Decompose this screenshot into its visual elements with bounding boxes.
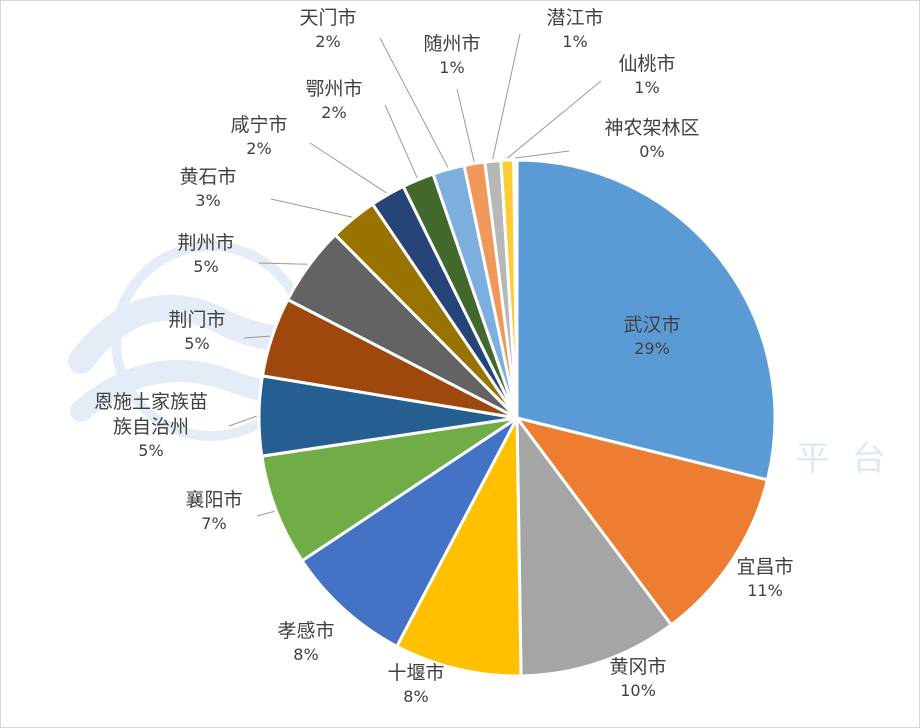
slice-label-13: 天门市 bbox=[299, 7, 356, 29]
slice-label-7-line-2: 族自治州 bbox=[113, 416, 189, 438]
pie-slices bbox=[257, 158, 777, 678]
slice-labels: 武汉市 29% 宜昌市 11% 黄冈市 10% 十堰市 8% 孝感市 8% 襄阳市 7% 恩施土家族苗族… bbox=[94, 7, 794, 706]
leader-line-6 bbox=[256, 510, 275, 517]
slice-percent-9: 5% bbox=[193, 257, 218, 276]
slice-percent-17: 0% bbox=[639, 142, 664, 161]
slice-percent-10: 3% bbox=[195, 191, 220, 210]
leader-line-15 bbox=[492, 33, 521, 160]
slice-label-4: 十堰市 bbox=[387, 662, 444, 684]
leader-line-16 bbox=[506, 80, 602, 159]
leader-line-7 bbox=[228, 415, 258, 427]
slice-percent-6: 7% bbox=[201, 514, 226, 533]
slice-label-15: 潜江市 bbox=[546, 7, 603, 29]
slice-percent-16: 1% bbox=[634, 78, 659, 97]
leader-line-8 bbox=[243, 335, 271, 339]
leader-line-13 bbox=[379, 37, 449, 168]
leader-line-11 bbox=[309, 142, 387, 194]
leader-line-17 bbox=[515, 150, 570, 159]
slice-label-12: 鄂州市 bbox=[305, 78, 362, 100]
slice-label-2: 宜昌市 bbox=[736, 556, 793, 578]
leader-line-14 bbox=[456, 88, 475, 162]
slice-percent-2: 11% bbox=[747, 581, 783, 600]
slice-percent-13: 2% bbox=[315, 32, 340, 51]
slice-label-9: 荆州市 bbox=[177, 232, 234, 254]
slice-label-8: 荆门市 bbox=[168, 309, 225, 331]
slice-percent-12: 2% bbox=[321, 103, 346, 122]
slice-percent-3: 10% bbox=[620, 681, 656, 700]
leader-lines bbox=[228, 33, 602, 517]
slice-percent-8: 5% bbox=[184, 334, 209, 353]
slice-label-10: 黄石市 bbox=[179, 166, 236, 188]
slice-percent-5: 8% bbox=[293, 645, 318, 664]
slice-percent-1: 29% bbox=[634, 339, 670, 358]
pie-slice-2 bbox=[513, 415, 770, 627]
pie-slice-3 bbox=[515, 413, 674, 678]
slice-label-14: 随州市 bbox=[423, 33, 480, 55]
slice-label-7-line-1: 恩施土家族苗 bbox=[94, 391, 208, 413]
slice-percent-15: 1% bbox=[562, 32, 587, 51]
pie-slice-4 bbox=[394, 417, 523, 678]
slice-percent-4: 8% bbox=[403, 687, 428, 706]
slice-label-16: 仙桃市 bbox=[618, 53, 675, 75]
slice-label-5: 孝感市 bbox=[277, 620, 334, 642]
slice-percent-11: 2% bbox=[246, 139, 271, 158]
leader-line-12 bbox=[384, 104, 418, 179]
pie-slice-5 bbox=[299, 416, 519, 649]
slice-label-11: 咸宁市 bbox=[230, 114, 287, 136]
pie-slice-17 bbox=[512, 158, 519, 419]
slice-label-3: 黄冈市 bbox=[609, 656, 666, 678]
pie-slice-6 bbox=[260, 416, 518, 563]
slice-percent-7: 5% bbox=[138, 441, 163, 460]
leader-line-10 bbox=[270, 198, 353, 218]
slice-label-6: 襄阳市 bbox=[185, 489, 242, 511]
pie-slice-1 bbox=[515, 158, 777, 482]
leader-line-9 bbox=[258, 262, 308, 265]
slice-label-17: 神农架林区 bbox=[604, 117, 699, 139]
slice-percent-14: 1% bbox=[439, 58, 464, 77]
slice-label-1: 武汉市 bbox=[623, 314, 680, 336]
